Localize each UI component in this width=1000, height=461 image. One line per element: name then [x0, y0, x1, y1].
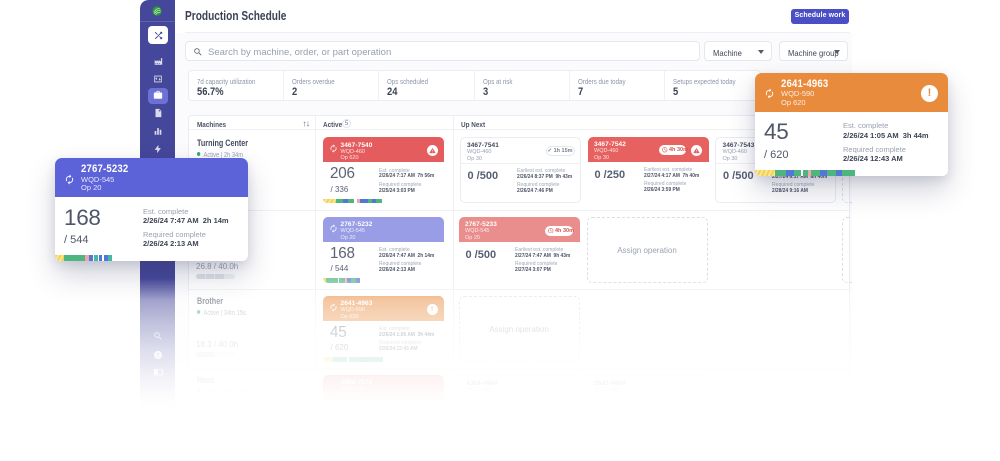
svg-text:?: ?	[156, 353, 159, 359]
